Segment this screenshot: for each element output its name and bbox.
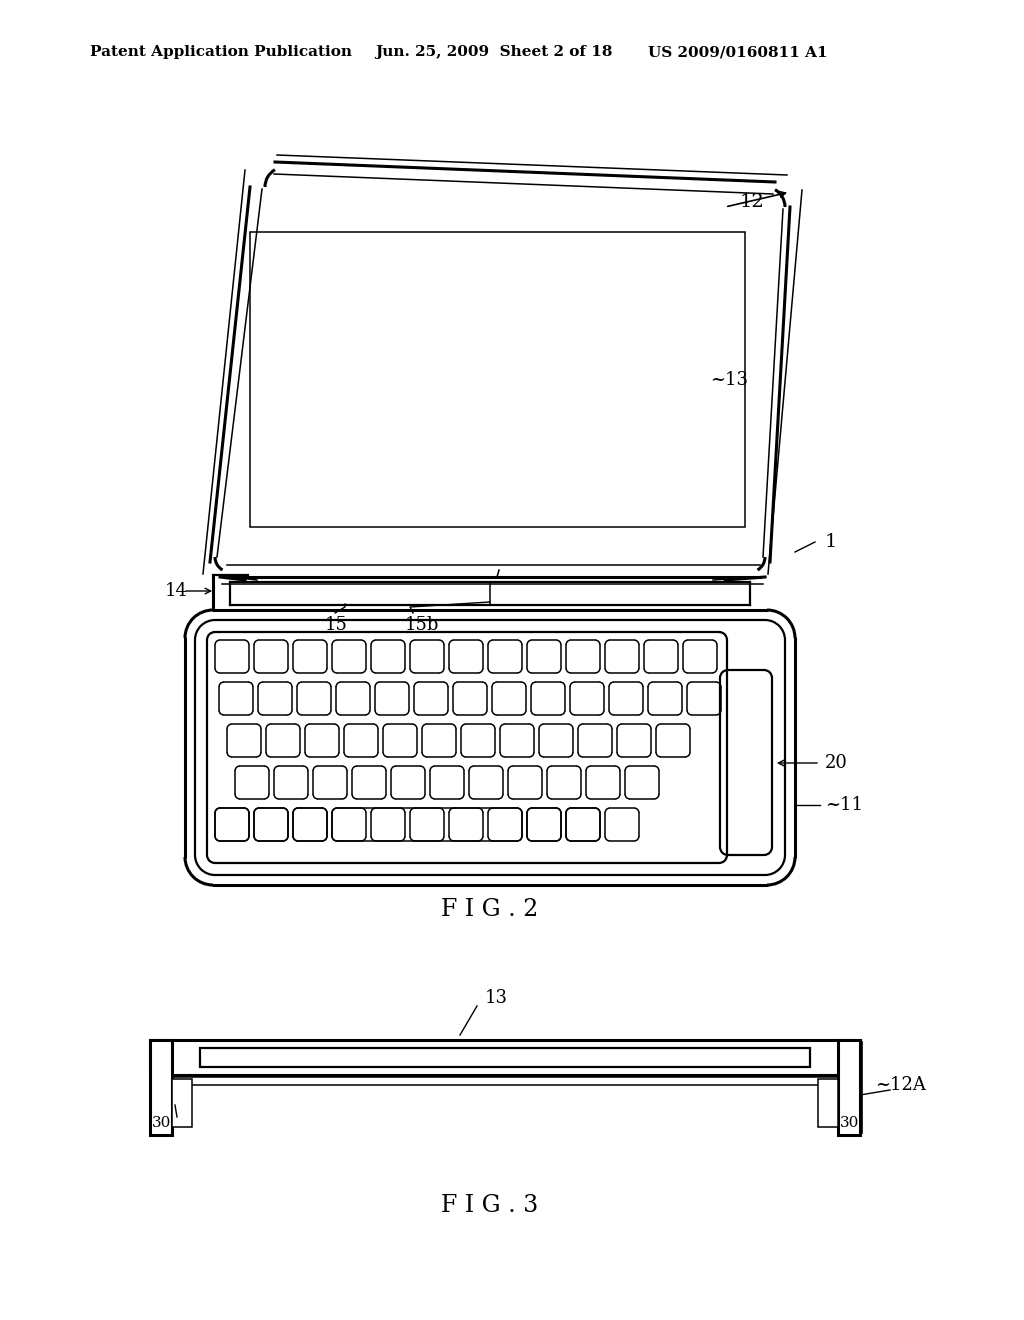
Bar	[150, 1040, 860, 1074]
Text: F I G . 3: F I G . 3	[441, 1193, 539, 1217]
Text: 15: 15	[325, 616, 348, 634]
Text: ~13: ~13	[710, 371, 748, 389]
Bar	[250, 232, 745, 527]
Text: 30: 30	[840, 1115, 859, 1130]
Bar	[150, 1077, 860, 1085]
Text: Jun. 25, 2009  Sheet 2 of 18: Jun. 25, 2009 Sheet 2 of 18	[375, 45, 612, 59]
Text: 1: 1	[825, 533, 838, 550]
Bar	[172, 1078, 193, 1127]
Text: ~11: ~11	[825, 796, 863, 814]
Bar	[150, 1040, 172, 1135]
Text: 20: 20	[825, 754, 848, 772]
Text: F I G . 2: F I G . 2	[441, 899, 539, 921]
Text: 14: 14	[165, 582, 187, 601]
Text: 12: 12	[740, 193, 765, 211]
Text: US 2009/0160811 A1: US 2009/0160811 A1	[648, 45, 827, 59]
Text: 13: 13	[485, 989, 508, 1007]
Text: Patent Application Publication: Patent Application Publication	[90, 45, 352, 59]
Bar	[200, 1048, 810, 1067]
Text: ~12A: ~12A	[874, 1076, 926, 1094]
Text: 15b: 15b	[406, 616, 439, 634]
Bar	[818, 1078, 838, 1127]
Text: 30: 30	[152, 1115, 171, 1130]
Bar	[838, 1040, 860, 1135]
